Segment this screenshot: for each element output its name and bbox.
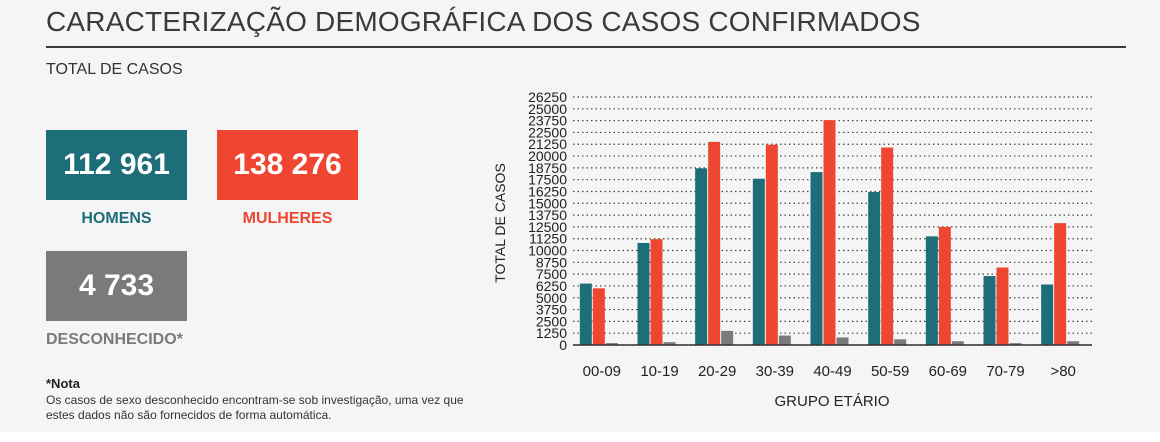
men-total-value: 112 961 bbox=[63, 148, 170, 181]
y-tick-label: 7500 bbox=[536, 266, 567, 282]
bar-series-0-10-19 bbox=[637, 242, 650, 345]
bar-series-1->80 bbox=[1054, 223, 1067, 345]
men-total-box: 112 961 bbox=[46, 130, 187, 200]
bar-series-2-60-69 bbox=[951, 341, 964, 345]
y-tick-label: 18750 bbox=[528, 160, 567, 176]
y-axis-label: TOTAL DE CASOS bbox=[492, 163, 508, 283]
bar-series-1-30-39 bbox=[765, 144, 778, 345]
unknown-total-value: 4 733 bbox=[78, 269, 155, 302]
section-subtitle: TOTAL DE CASOS bbox=[46, 61, 183, 78]
x-tick-label: 00-09 bbox=[583, 363, 621, 380]
note-text: Os casos de sexo desconhecido encontram-… bbox=[46, 393, 464, 422]
y-tick-label: 12500 bbox=[528, 219, 567, 235]
y-tick-label: 3750 bbox=[536, 302, 567, 318]
y-tick-label: 2500 bbox=[536, 313, 567, 329]
y-tick-label: 6250 bbox=[536, 278, 567, 294]
bar-series-2-20-29 bbox=[721, 330, 734, 345]
women-total-value: 138 276 bbox=[233, 148, 342, 181]
bar-series-0-40-49 bbox=[810, 172, 823, 345]
y-tick-label: 23750 bbox=[528, 113, 567, 129]
page-title: CARACTERIZAÇÃO DEMOGRÁFICA DOS CASOS CON… bbox=[46, 6, 921, 37]
bar-series-1-70-79 bbox=[996, 267, 1009, 345]
bar-series-1-00-09 bbox=[592, 288, 605, 345]
bar-series-1-50-59 bbox=[881, 147, 894, 345]
bar-series-1-60-69 bbox=[938, 226, 951, 345]
x-tick-label: 70-79 bbox=[986, 363, 1024, 380]
y-tick-label: 5000 bbox=[536, 290, 567, 306]
x-tick-label: 40-49 bbox=[813, 363, 851, 380]
x-tick-label: 10-19 bbox=[640, 363, 678, 380]
x-tick-label: 50-59 bbox=[871, 363, 909, 380]
bar-series-2-40-49 bbox=[836, 337, 849, 345]
y-tick-label: 16250 bbox=[528, 183, 567, 199]
x-tick-label: 60-69 bbox=[929, 363, 967, 380]
unknown-total-box: 4 733 bbox=[46, 251, 187, 321]
bar-series-2-30-39 bbox=[778, 335, 791, 345]
bar-series-0-30-39 bbox=[752, 178, 765, 345]
bar-series-1-10-19 bbox=[650, 239, 663, 345]
y-tick-label: 20000 bbox=[528, 148, 567, 164]
y-tick-label: 13750 bbox=[528, 207, 567, 223]
bar-series-2-70-79 bbox=[1009, 343, 1022, 345]
note-title: *Nota bbox=[46, 376, 80, 391]
bar-series-2-50-59 bbox=[894, 339, 907, 345]
bar-series-2->80 bbox=[1067, 341, 1080, 345]
y-tick-label: 17500 bbox=[528, 172, 567, 188]
bar-series-0-70-79 bbox=[983, 276, 996, 345]
y-tick-label: 11250 bbox=[529, 231, 567, 247]
y-tick-label: 26250 bbox=[528, 89, 567, 105]
y-tick-label: 25000 bbox=[528, 101, 567, 117]
footer-strip bbox=[0, 432, 1160, 442]
y-tick-label: 8750 bbox=[536, 254, 567, 270]
bar-series-0-20-29 bbox=[695, 168, 708, 345]
bar-series-1-20-29 bbox=[708, 141, 721, 345]
bar-series-0-00-09 bbox=[579, 283, 592, 345]
title-divider bbox=[46, 46, 1126, 48]
x-tick-label: >80 bbox=[1050, 363, 1075, 380]
x-tick-label: 20-29 bbox=[698, 363, 736, 380]
bar-series-0-50-59 bbox=[868, 191, 881, 345]
x-tick-label: 30-39 bbox=[756, 363, 794, 380]
y-tick-label: 10000 bbox=[528, 243, 567, 259]
y-tick-label: 21250 bbox=[528, 136, 567, 152]
bar-series-0-60-69 bbox=[925, 236, 938, 345]
x-axis-label: GRUPO ETÁRIO bbox=[774, 393, 889, 410]
bar-series-1-40-49 bbox=[823, 120, 836, 345]
bar-series-2-00-09 bbox=[605, 343, 618, 345]
bar-series-0->80 bbox=[1041, 284, 1054, 345]
bar-series-2-10-19 bbox=[663, 342, 676, 345]
y-tick-label: 15000 bbox=[528, 195, 567, 211]
unknown-total-label: DESCONHECIDO* bbox=[46, 331, 183, 348]
women-total-label: MULHERES bbox=[242, 210, 333, 227]
y-tick-label: 22500 bbox=[528, 124, 567, 140]
men-total-label: HOMENS bbox=[81, 210, 152, 227]
y-tick-label: 0 bbox=[559, 337, 567, 353]
women-total-box: 138 276 bbox=[217, 130, 358, 200]
y-tick-label: 1250 bbox=[536, 325, 567, 341]
